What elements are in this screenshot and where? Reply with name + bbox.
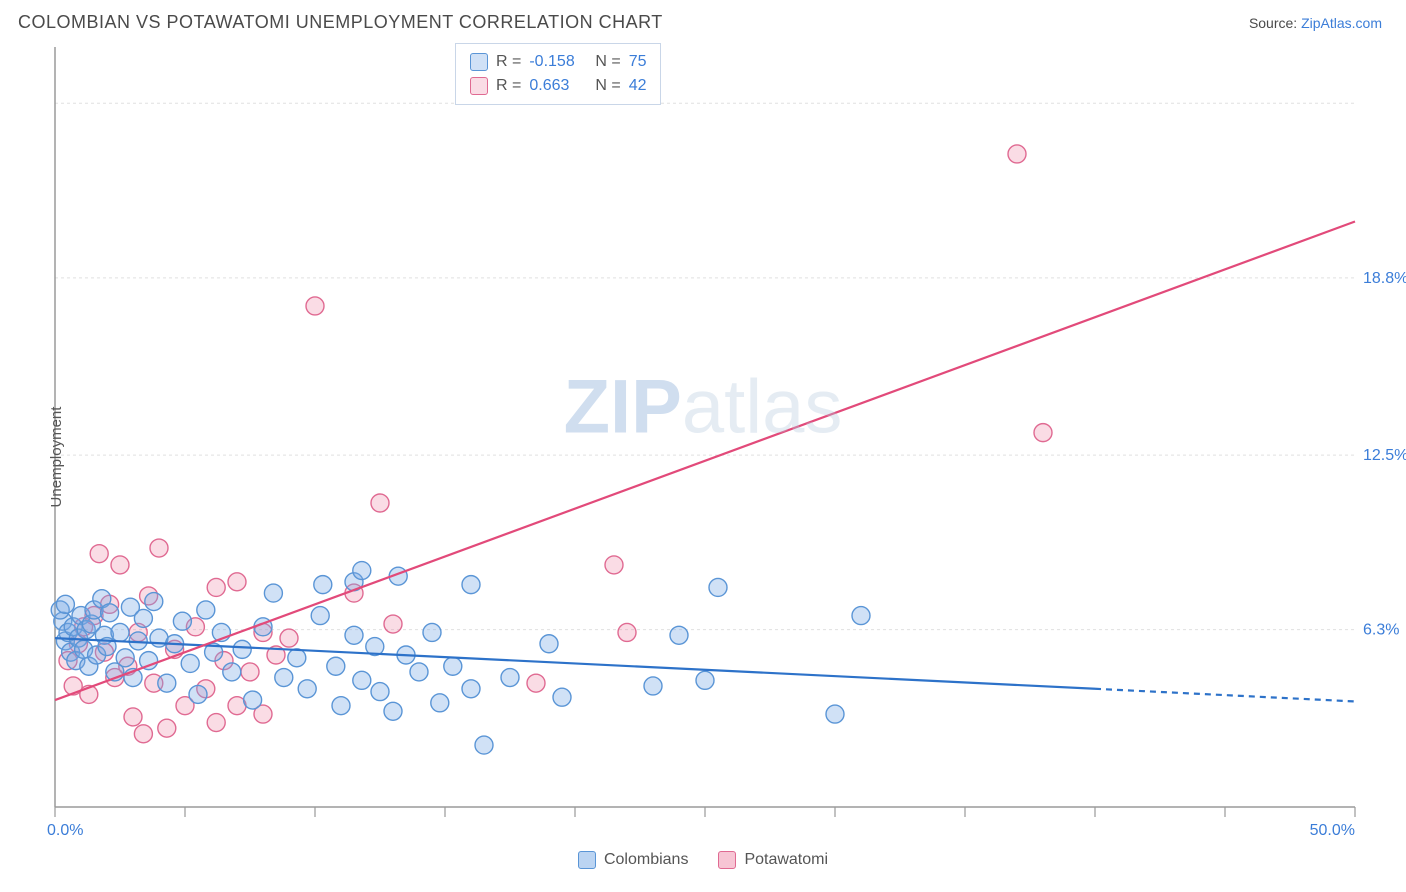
legend-item-colombians: Colombians [578,851,688,869]
r-value-potawatomi: 0.663 [529,74,587,98]
n-label: N = [595,74,620,98]
series-legend: Colombians Potawatomi [0,851,1406,869]
n-value-potawatomi: 42 [629,74,647,98]
source-prefix: Source: [1249,15,1301,31]
svg-text:6.3%: 6.3% [1363,622,1399,639]
legend-label: Potawatomi [744,851,828,869]
svg-text:0.0%: 0.0% [47,822,83,839]
legend-row-colombians: R = -0.158 N = 75 [470,50,646,74]
svg-text:50.0%: 50.0% [1310,822,1355,839]
swatch-icon [718,851,736,869]
r-label: R = [496,50,521,74]
r-label: R = [496,74,521,98]
chart-title: COLOMBIAN VS POTAWATOMI UNEMPLOYMENT COR… [18,12,663,33]
n-value-colombians: 75 [629,50,647,74]
n-label: N = [595,50,620,74]
y-axis-label: Unemployment [48,407,65,508]
chart-area: Unemployment 6.3%12.5%18.8%0.0%50.0% ZIP… [0,37,1406,877]
swatch-icon [578,851,596,869]
legend-row-potawatomi: R = 0.663 N = 42 [470,74,646,98]
scatter-chart: 6.3% 12.5% 18.8% 0.0% 50.0% [0,37,1406,843]
svg-text:18.8%: 18.8% [1363,270,1406,287]
header: COLOMBIAN VS POTAWATOMI UNEMPLOYMENT COR… [0,0,1406,37]
r-value-colombians: -0.158 [529,50,587,74]
legend-item-potawatomi: Potawatomi [718,851,828,869]
legend-label: Colombians [604,851,688,869]
swatch-colombians [470,53,488,71]
correlation-legend: R = -0.158 N = 75 R = 0.663 N = 42 [455,43,661,105]
svg-text:12.5%: 12.5% [1363,447,1406,464]
source-link[interactable]: ZipAtlas.com [1301,15,1382,31]
source: Source: ZipAtlas.com [1249,15,1382,31]
swatch-potawatomi [470,77,488,95]
